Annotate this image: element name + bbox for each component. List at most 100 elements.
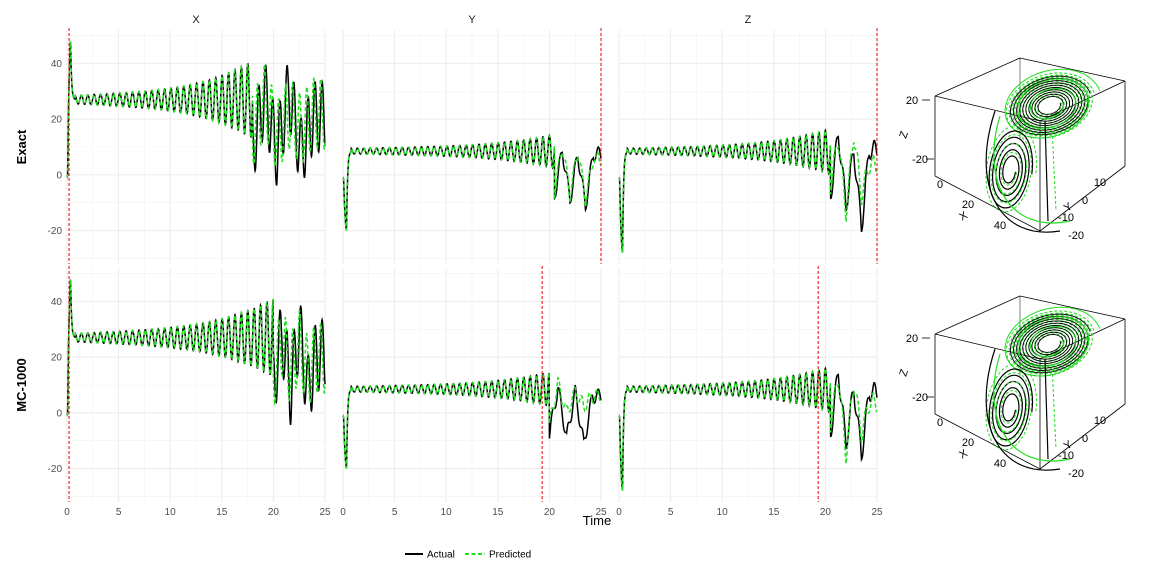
3d-trajectory-lobe	[988, 130, 1034, 209]
3d-trajectory-lobe	[1004, 68, 1101, 139]
3d-box-edge	[934, 333, 1041, 360]
panel-exact-x: -20 0 20 40	[48, 28, 326, 264]
x-tick-label: 40	[994, 458, 1006, 470]
x-tick-label: 20	[820, 507, 832, 518]
3d-box-edge	[934, 175, 1041, 232]
x-tick-label: 0	[937, 179, 943, 191]
3d-trajectory-lobe	[1004, 306, 1101, 377]
y-tick-label: 40	[51, 297, 63, 308]
x-tick-label: 0	[616, 507, 622, 518]
x-tick-label: 20	[268, 507, 280, 518]
3d-box-edge	[1039, 165, 1126, 232]
3d-trajectory-arc	[985, 110, 1061, 233]
3d-box-edge	[934, 95, 1041, 122]
panel-exact-y	[342, 28, 602, 264]
x-tick-label: 15	[492, 507, 504, 518]
3d-trajectory-arc	[993, 115, 1071, 224]
x-tick-label: 0	[64, 507, 70, 518]
x-tick-label: 0	[937, 417, 943, 429]
3d-trajectory-arc	[985, 348, 1061, 471]
x-tick-label: 25	[319, 507, 331, 518]
3d-trajectory-lobe	[988, 368, 1034, 447]
line-panels: -20 0 20 40 -20 0 20 40 0 5 10 15 20 25 0 5 10 15 20 25 0 5 10…	[48, 28, 883, 518]
z-tick-label: 20	[906, 95, 918, 107]
3d-box-edge	[1039, 403, 1126, 470]
3d-box-edge	[934, 295, 1021, 335]
facet-strip-x: X	[192, 14, 200, 26]
series-line-predicted	[618, 366, 878, 491]
series-line-predicted	[66, 279, 326, 417]
x-tick-label: 20	[544, 507, 556, 518]
x-tick-label: 20	[962, 437, 974, 449]
panel-mc-1000-y: 0 5 10 15 20 25	[340, 266, 607, 518]
z-tick-label: -20	[912, 154, 928, 166]
x-tick-label: 40	[994, 220, 1006, 232]
legend-label-predicted: Predicted	[489, 550, 531, 561]
legend-label-actual: Actual	[427, 550, 455, 561]
x-tick-label: 25	[595, 507, 607, 518]
3d-box-edge	[934, 413, 1041, 470]
z-axis-label: Z	[897, 130, 911, 141]
x-tick-label: 15	[216, 507, 228, 518]
facet-row-label: Exact	[14, 129, 29, 164]
x-tick-label: 10	[717, 507, 729, 518]
y-tick-label: -20	[48, 226, 63, 237]
series-line-predicted	[342, 372, 602, 469]
x-tick-label: 5	[116, 507, 122, 518]
y-tick-label: 0	[56, 170, 62, 181]
3d-box-edge	[1039, 80, 1126, 122]
y-tick-label: 0	[56, 408, 62, 419]
3d-box-edge	[1019, 295, 1126, 320]
y-tick-label: 40	[51, 59, 63, 70]
legend: Actual Predicted	[405, 550, 531, 561]
panel-mc-1000-z: 0 5 10 15 20 25	[616, 266, 883, 518]
x-tick-label: 0	[340, 507, 346, 518]
figure-labels: X Y Z Exact MC-1000 Time	[14, 14, 752, 528]
y-tick-label: 10	[1094, 415, 1106, 427]
3d-trajectory-lobe	[985, 363, 1038, 451]
series-line-predicted	[342, 134, 602, 231]
panel-mc-1000-x: -20 0 20 40 0 5 10 15 20 25	[48, 266, 331, 518]
x-tick-label: 5	[668, 507, 674, 518]
x-axis-label: X	[957, 209, 970, 223]
series-line-predicted	[66, 41, 326, 179]
z-axis-label: Z	[897, 368, 911, 379]
facet-strip-y: Y	[468, 14, 476, 26]
trajectory-3d-panels: 20-20Z02040X-20-10010Y20-20Z02040X-20-10…	[897, 57, 1126, 480]
3d-trajectory-arc	[1051, 363, 1057, 450]
y-tick-label: 20	[51, 115, 63, 126]
x-tick-label: 10	[165, 507, 177, 518]
y-tick-label: 0	[1082, 195, 1088, 207]
y-tick-label: -20	[48, 464, 63, 475]
z-tick-label: -20	[912, 392, 928, 404]
y-tick-label: 10	[1094, 177, 1106, 189]
3d-trajectory-arc	[993, 353, 1071, 462]
x-tick-label: 20	[962, 199, 974, 211]
3d-box-edge	[1019, 57, 1126, 82]
3d-box-edge	[934, 57, 1021, 97]
x-axis-label: Time	[583, 513, 611, 528]
y-tick-label: -10	[1058, 212, 1074, 224]
x-tick-label: 10	[441, 507, 453, 518]
series-line-predicted	[618, 128, 878, 253]
3d-trajectory-arc	[1044, 120, 1049, 222]
facet-strip-z: Z	[745, 14, 752, 26]
y-tick-label: 0	[1082, 433, 1088, 445]
x-tick-label: 5	[392, 507, 398, 518]
x-axis-label: X	[957, 447, 970, 461]
x-tick-label: 25	[871, 507, 883, 518]
y-tick-label: -10	[1058, 450, 1074, 462]
y-tick-label: 20	[51, 353, 63, 364]
x-tick-label: 15	[768, 507, 780, 518]
3d-trajectory-lobe	[985, 125, 1038, 213]
3d-trajectory-arc	[1051, 125, 1057, 212]
y-tick-label: -20	[1068, 468, 1084, 480]
facet-row-label: MC-1000	[14, 358, 29, 411]
z-tick-label: 20	[906, 333, 918, 345]
panel-exact-z	[618, 28, 878, 264]
y-tick-label: -20	[1068, 230, 1084, 242]
3d-box-edge	[1039, 318, 1126, 360]
